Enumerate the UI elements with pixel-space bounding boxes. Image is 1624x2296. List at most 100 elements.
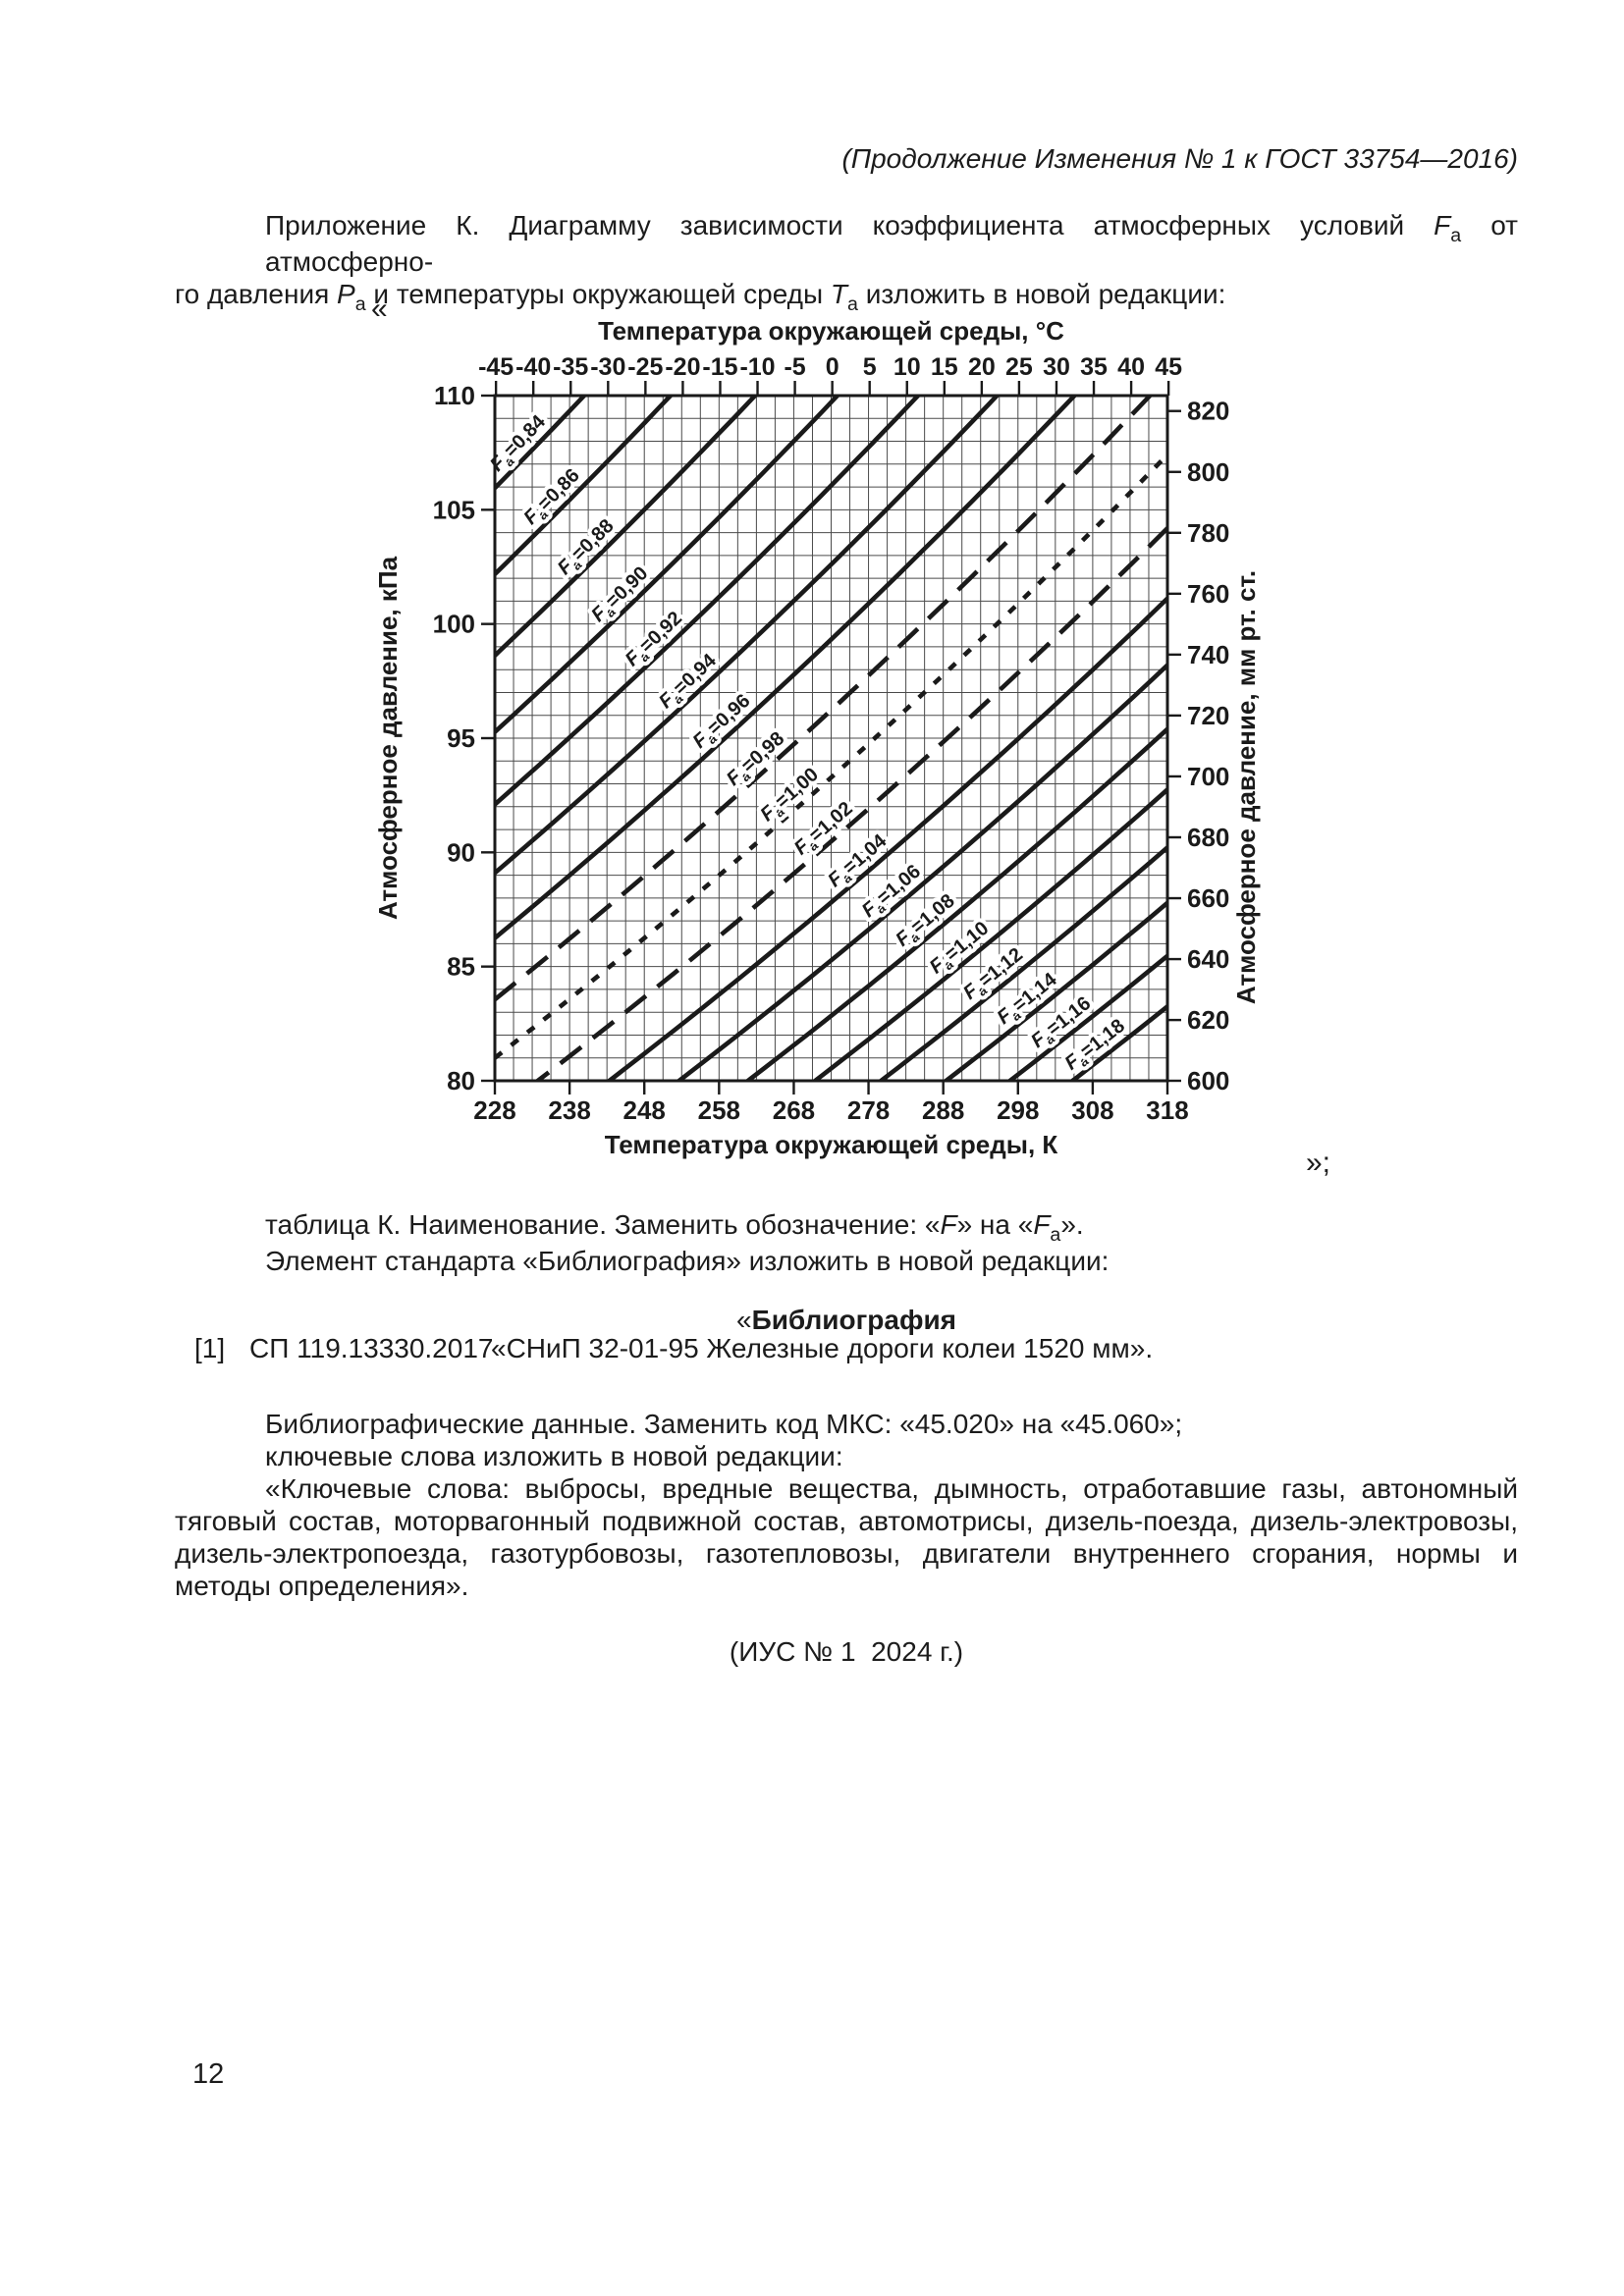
svg-text:-30: -30 — [590, 353, 625, 381]
fa-line-0,88 — [495, 396, 759, 658]
reference-code: СП 119.13330.2017 — [249, 1333, 494, 1363]
svg-text:30: 30 — [1043, 353, 1070, 381]
text-segment: и температуры окружающей среды — [365, 279, 831, 309]
fa-line-label-0,94: Fa=0,94 — [655, 649, 723, 715]
svg-text:25: 25 — [1005, 353, 1033, 381]
keywords-paragraph: «Ключевые слова: выбросы, вредные вещест… — [175, 1472, 1518, 1602]
svg-text:760: 760 — [1187, 579, 1229, 609]
keywords-line-2: тяговый состав, моторвагонный подвижной … — [175, 1506, 1518, 1536]
reference-title: «СНиП 32-01-95 Железные дороги колеи 152… — [491, 1333, 1154, 1363]
fa-line-0,94 — [495, 396, 1001, 876]
page-header: (Продолжение Изменения № 1 к ГОСТ 33754—… — [841, 143, 1518, 174]
bibliographic-data-block: Библиографические данные. Заменить код М… — [175, 1408, 1518, 1472]
intro-line-2: го давления Pа и температуры окружающей … — [175, 278, 1518, 315]
svg-text:720: 720 — [1187, 701, 1229, 730]
svg-text:700: 700 — [1187, 762, 1229, 791]
text-segment: Приложение К. Диаграмму зависимости коэф… — [265, 210, 1435, 240]
top-axis-title: Температура окружающей среды, °С — [598, 316, 1064, 346]
fa-diagram: Fa=0,84 Fa=0,86 Fa=0,88 Fa=0,90 Fa=0,92 Fa=0,… — [295, 294, 1375, 1198]
tablica-line: таблица К. Наименование. Заменить обозна… — [175, 1208, 1518, 1246]
text-segment: а — [1050, 1223, 1061, 1246]
fa-line-0,86 — [495, 396, 675, 576]
fa-line-1,16 — [1005, 954, 1167, 1081]
svg-text:800: 800 — [1187, 457, 1229, 487]
keywords-line-3: дизель-электропоезда, газотурбовозы, газ… — [175, 1538, 1518, 1569]
svg-text:780: 780 — [1187, 518, 1229, 548]
svg-text:-35: -35 — [553, 353, 588, 381]
ius-note: (ИУС № 1 2024 г.) — [729, 1636, 964, 1667]
svg-text:10: 10 — [893, 353, 921, 381]
figure-open-quote: « — [371, 293, 388, 325]
svg-text:-45: -45 — [478, 353, 514, 381]
svg-text:640: 640 — [1187, 944, 1229, 974]
svg-text:5: 5 — [863, 353, 877, 381]
fa-line-1,14 — [942, 901, 1167, 1081]
fa-line-1,12 — [877, 845, 1167, 1081]
svg-text:-40: -40 — [515, 353, 551, 381]
svg-text:308: 308 — [1071, 1095, 1113, 1125]
fa-line-0,92 — [495, 396, 922, 807]
svg-text:228: 228 — [473, 1095, 515, 1125]
fa-line-label-1,00: Fa=1,00 — [756, 764, 825, 828]
tablica-block: таблица К. Наименование. Заменить обозна… — [175, 1208, 1518, 1277]
fa-line-1,02 — [533, 526, 1167, 1081]
text-segment: P — [337, 279, 355, 309]
fa-iso-lines — [495, 396, 1167, 1081]
text-segment: F — [940, 1209, 957, 1240]
intro-paragraph: Приложение К. Диаграмму зависимости коэф… — [175, 209, 1518, 315]
text-segment: а — [354, 293, 366, 315]
svg-text:268: 268 — [773, 1095, 815, 1125]
svg-text:820: 820 — [1187, 397, 1229, 426]
svg-text:100: 100 — [433, 610, 475, 639]
axes: -45 -40 -35 -30 -25 -20 -15 -10 -5 0 5 10 15 20 25 30 35… — [373, 316, 1261, 1159]
svg-text:248: 248 — [623, 1095, 666, 1125]
svg-text:90: 90 — [447, 837, 475, 867]
text-segment: а — [1450, 224, 1462, 246]
svg-text:-15: -15 — [702, 353, 737, 381]
bib-data-line-2: ключевые слова изложить в новой редакции… — [265, 1441, 843, 1471]
fa-line-label-0,92: Fa=0,92 — [622, 608, 688, 673]
intro-line-1: Приложение К. Диаграмму зависимости коэф… — [175, 209, 1518, 278]
text-segment: F — [1033, 1209, 1051, 1240]
svg-text:45: 45 — [1155, 353, 1182, 381]
svg-text:258: 258 — [698, 1095, 740, 1125]
text-segment: ». — [1060, 1209, 1084, 1240]
svg-text:95: 95 — [447, 723, 475, 753]
fa-line-1,00 — [495, 453, 1167, 1060]
fa-line-1,08 — [743, 727, 1167, 1081]
fa-line-1,10 — [811, 787, 1167, 1081]
svg-text:35: 35 — [1080, 353, 1108, 381]
fa-line-label-0,96: Fa=0,96 — [688, 690, 756, 755]
svg-text:278: 278 — [847, 1095, 890, 1125]
svg-text:40: 40 — [1117, 353, 1145, 381]
page-number: 12 — [192, 2058, 225, 2090]
bib-data-line-1: Библиографические данные. Заменить код М… — [265, 1409, 1183, 1439]
svg-text:-5: -5 — [784, 353, 805, 381]
fa-line-1,06 — [675, 663, 1167, 1081]
reference-index: [1] — [194, 1333, 226, 1363]
text-segment: T — [830, 279, 848, 309]
svg-text:298: 298 — [997, 1095, 1039, 1125]
fa-line-1,04 — [605, 597, 1167, 1081]
text-segment: изложить в новой редакции: — [857, 279, 1226, 309]
svg-text:318: 318 — [1146, 1095, 1188, 1125]
svg-text:238: 238 — [548, 1095, 590, 1125]
text-segment: го давления — [175, 279, 338, 309]
element-line: Элемент стандарта «Библиография» изложит… — [265, 1246, 1110, 1276]
keywords-line-1: «Ключевые слова: выбросы, вредные вещест… — [265, 1473, 1518, 1504]
text-segment: » на « — [956, 1209, 1034, 1240]
svg-text:680: 680 — [1187, 823, 1229, 852]
text-segment: F — [1434, 210, 1451, 240]
text-segment: таблица К. Наименование. Заменить обозна… — [265, 1209, 941, 1240]
fa-diagram-svg: Fa=0,84Fa=0,86Fa=0,88Fa=0,90Fa=0,92Fa=0,… — [373, 316, 1261, 1159]
text-segment: от атмосферно- — [265, 210, 1518, 277]
svg-text:20: 20 — [968, 353, 996, 381]
text-segment: « — [735, 1305, 752, 1335]
bibliography-heading: «Библиография — [175, 1304, 1518, 1336]
svg-text:-20: -20 — [665, 353, 700, 381]
svg-text:600: 600 — [1187, 1066, 1229, 1095]
fa-line-0,90 — [495, 396, 841, 734]
fa-line-label-0,88: Fa=0,88 — [554, 515, 621, 581]
svg-text:-10: -10 — [739, 353, 775, 381]
